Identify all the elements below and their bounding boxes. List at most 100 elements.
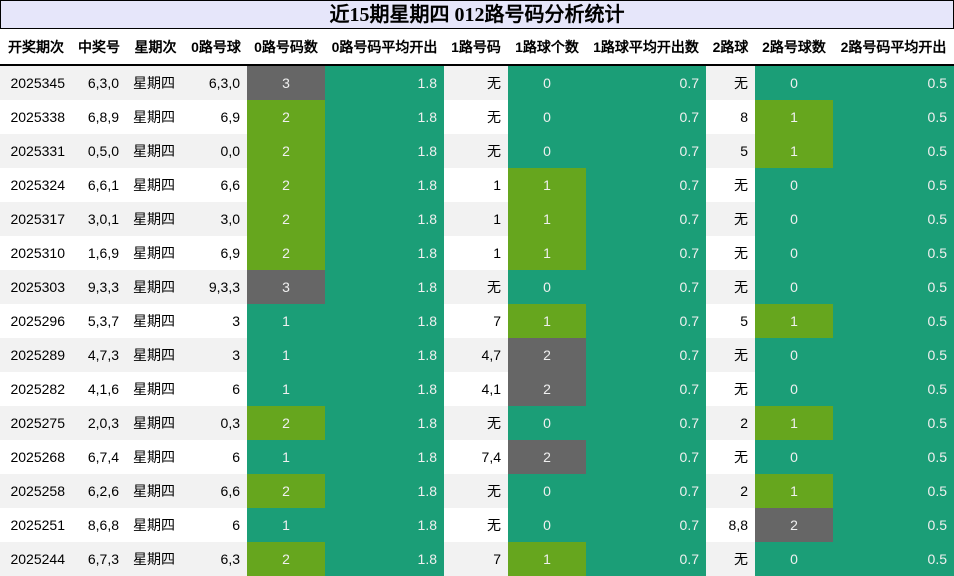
cell-road2-count: 0: [755, 440, 833, 474]
cell-road2-count: 0: [755, 202, 833, 236]
cell-road0-avg: 1.8: [325, 236, 444, 270]
cell-issue: 2025244: [0, 542, 72, 576]
cell-road1-balls: 无: [444, 474, 508, 508]
cell-weekday: 星期四: [126, 270, 185, 304]
table-row: 2025282 4,1,6 星期四 6 1 1.8 4,1 2 0.7 无 0 0.5: [0, 372, 954, 406]
cell-road1-balls: 无: [444, 65, 508, 100]
cell-road1-count: 1: [508, 168, 586, 202]
cell-road2-count: 0: [755, 168, 833, 202]
cell-road0-count: 2: [247, 406, 325, 440]
cell-road0-balls: 6,9: [220, 245, 240, 261]
cell-road1-avg: 0.7: [586, 236, 706, 270]
cell-road1-avg: 0.7: [586, 202, 706, 236]
cell-road0-avg: 1.8: [325, 100, 444, 134]
cell-road0-avg: 1.8: [325, 202, 444, 236]
cell-weekday: 星期四: [126, 338, 185, 372]
table-row: 2025244 6,7,3 星期四 6,3 2 1.8 7 1 0.7 无 0 0.5: [0, 542, 954, 576]
cell-road2-balls: 无: [706, 270, 755, 304]
cell-road2-balls: 无: [734, 381, 748, 397]
cell-road0-count: 2: [247, 474, 325, 508]
cell-road0-avg: 1.8: [325, 474, 444, 508]
cell-road1-count: 0: [508, 270, 586, 304]
cell-road0-count: 2: [247, 134, 325, 168]
cell-road0-balls: 6,6: [185, 474, 247, 508]
cell-road0-balls: 6: [232, 449, 240, 465]
cell-road2-avg: 0.5: [833, 100, 954, 134]
cell-road2-avg: 0.5: [833, 168, 954, 202]
column-header-road1-balls: 1路号码: [444, 29, 508, 66]
cell-road0-balls: 6: [232, 517, 240, 533]
table-row: 2025289 4,7,3 星期四 3 1 1.8 4,7 2 0.7 无 0 0.5: [0, 338, 954, 372]
cell-road2-count: 0: [755, 372, 833, 406]
cell-road0-avg: 1.8: [325, 270, 444, 304]
cell-issue: 2025345: [0, 65, 72, 100]
table-row: 2025317 3,0,1 星期四 3,0 2 1.8 1 1 0.7 无 0 0.5: [0, 202, 954, 236]
cell-road0-balls: 0,3: [185, 406, 247, 440]
cell-issue: 2025338: [10, 109, 65, 125]
cell-winning-number: 6,7,4: [87, 449, 119, 465]
cell-road2-count: 0: [755, 542, 833, 576]
cell-road1-count: 0: [508, 508, 586, 542]
cell-issue: 2025324: [10, 177, 65, 193]
cell-road1-avg: 0.7: [586, 338, 706, 372]
cell-road0-avg: 1.8: [325, 338, 444, 372]
cell-road1-avg: 0.7: [586, 100, 706, 134]
cell-road1-avg: 0.7: [586, 372, 706, 406]
cell-road2-count: 1: [755, 304, 833, 338]
cell-road1-count: 2: [508, 372, 586, 406]
column-header-road2-balls: 2路球: [706, 29, 755, 66]
cell-issue: 2025310: [10, 245, 65, 261]
cell-winning-number: 0,5,0: [72, 134, 126, 168]
cell-road1-count: 2: [508, 338, 586, 372]
cell-road0-balls: 3: [185, 338, 247, 372]
cell-road1-count: 0: [508, 100, 586, 134]
cell-road2-balls: 2: [706, 406, 755, 440]
table-row: 2025258 6,2,6 星期四 6,6 2 1.8 无 0 0.7 2 1 0.5: [0, 474, 954, 508]
cell-road0-balls: 6,3,0: [185, 65, 247, 100]
column-header-weekday: 星期次: [126, 29, 185, 66]
cell-road1-balls: 无: [444, 270, 508, 304]
cell-road0-count: 2: [247, 168, 325, 202]
cell-road0-avg: 1.8: [325, 168, 444, 202]
header-row: 开奖期次 中奖号 星期次 0路号球 0路号码数 0路号码平均开出 1路号码 1路球个数 1路球平…: [0, 29, 954, 66]
cell-weekday: 星期四: [133, 177, 175, 193]
cell-weekday: 星期四: [126, 134, 185, 168]
cell-weekday: 星期四: [126, 542, 185, 576]
cell-road2-count: 0: [755, 236, 833, 270]
cell-issue: 2025289: [0, 338, 72, 372]
table-row: 2025275 2,0,3 星期四 0,3 2 1.8 无 0 0.7 2 1 0.5: [0, 406, 954, 440]
table-row: 2025324 6,6,1 星期四 6,6 2 1.8 1 1 0.7 无 0 0.5: [0, 168, 954, 202]
column-header-road1-count: 1路球个数: [508, 29, 586, 66]
cell-road2-balls: 无: [734, 449, 748, 465]
cell-road1-balls: 7: [444, 542, 508, 576]
table-row: 2025296 5,3,7 星期四 3 1 1.8 7 1 0.7 5 1 0.5: [0, 304, 954, 338]
cell-road2-count: 0: [755, 65, 833, 100]
cell-road2-count: 1: [755, 406, 833, 440]
cell-winning-number: 6,3,0: [72, 65, 126, 100]
cell-road1-avg: 0.7: [586, 304, 706, 338]
cell-road1-balls: 4,7: [444, 338, 508, 372]
cell-road0-count: 3: [247, 65, 325, 100]
cell-road1-avg: 0.7: [586, 270, 706, 304]
table-row: 2025338 6,8,9 星期四 6,9 2 1.8 无 0 0.7 8 1 0.5: [0, 100, 954, 134]
cell-road1-avg: 0.7: [586, 168, 706, 202]
cell-road2-avg: 0.5: [833, 338, 954, 372]
cell-issue: 2025275: [0, 406, 72, 440]
cell-road1-count: 2: [508, 440, 586, 474]
cell-road2-balls: 8: [740, 109, 748, 125]
column-header-road1-avg: 1路球平均开出数: [586, 29, 706, 66]
cell-road1-count: 1: [508, 202, 586, 236]
cell-road2-avg: 0.5: [833, 134, 954, 168]
cell-winning-number: 9,3,3: [72, 270, 126, 304]
cell-road1-count: 1: [508, 304, 586, 338]
cell-winning-number: 4,7,3: [72, 338, 126, 372]
cell-road2-balls: 5: [740, 313, 748, 329]
cell-road0-count: 2: [247, 236, 325, 270]
cell-road1-avg: 0.7: [586, 508, 706, 542]
column-header-winning-number: 中奖号: [72, 29, 126, 66]
cell-road2-avg: 0.5: [833, 406, 954, 440]
cell-road1-balls: 7: [493, 313, 501, 329]
cell-road1-balls: 无: [444, 406, 508, 440]
cell-weekday: 星期四: [133, 517, 175, 533]
cell-issue: 2025268: [10, 449, 65, 465]
